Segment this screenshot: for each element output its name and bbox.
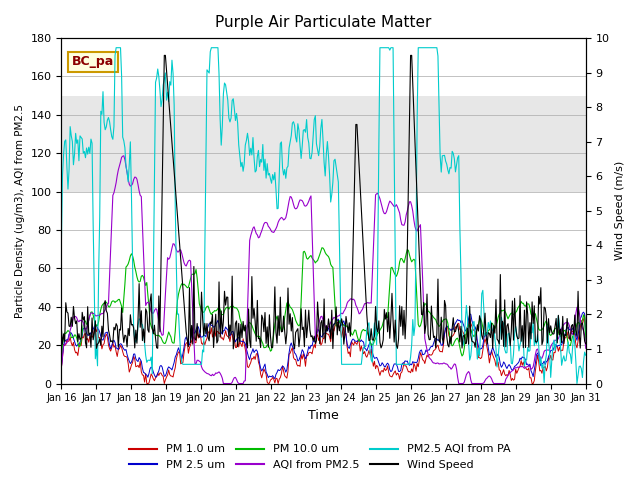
- Text: BC_pa: BC_pa: [72, 55, 114, 68]
- Bar: [61, 96, 586, 192]
- Y-axis label: Wind Speed (m/s): Wind Speed (m/s): [615, 161, 625, 261]
- X-axis label: Time: Time: [308, 409, 339, 422]
- Legend: PM 1.0 um, PM 2.5 um, PM 10.0 um, AQI from PM2.5, PM2.5 AQI from PA, Wind Speed: PM 1.0 um, PM 2.5 um, PM 10.0 um, AQI fr…: [125, 440, 515, 474]
- Title: Purple Air Particulate Matter: Purple Air Particulate Matter: [216, 15, 432, 30]
- Y-axis label: Particle Density (ug/m3), AQI from PM2.5: Particle Density (ug/m3), AQI from PM2.5: [15, 104, 25, 318]
